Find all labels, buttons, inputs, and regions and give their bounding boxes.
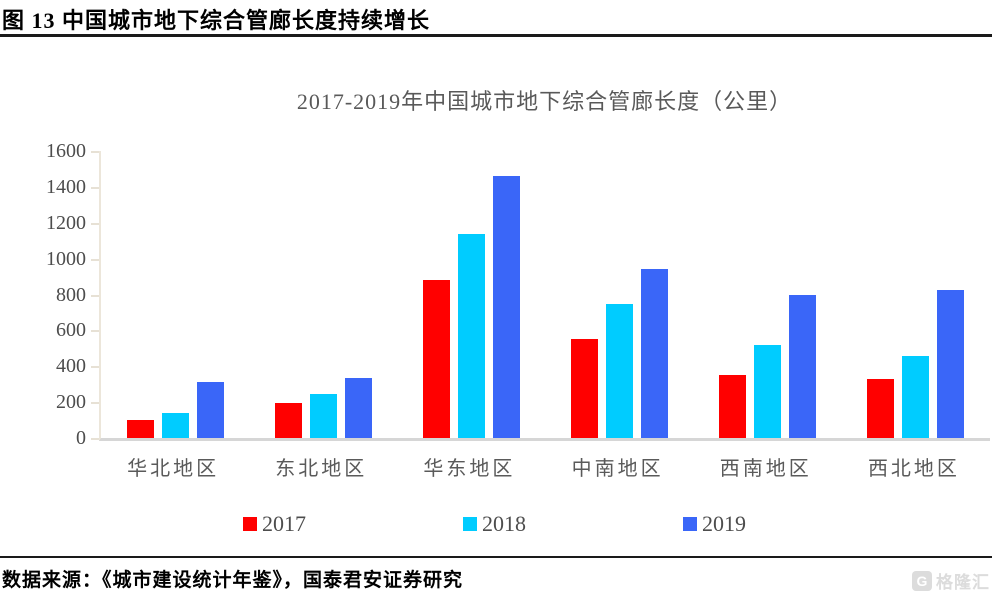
y-axis-label: 400 xyxy=(56,355,86,378)
legend-swatch-2019 xyxy=(683,517,697,531)
bar-2018-中南地区 xyxy=(606,304,634,438)
legend-item-2017: 2017 xyxy=(243,511,463,537)
bar-2018-西南地区 xyxy=(754,344,782,438)
bar-group-华东地区 xyxy=(397,151,545,438)
legend-item-2019: 2019 xyxy=(683,511,903,537)
bar-2019-东北地区 xyxy=(344,377,372,438)
chart-title: 2017-2019年中国城市地下综合管廊长度（公里） xyxy=(296,89,793,114)
bar-2018-华东地区 xyxy=(457,233,485,438)
x-axis-label-西北地区: 西北地区 xyxy=(867,458,960,480)
x-axis-label-西南地区: 西南地区 xyxy=(719,458,812,480)
x-axis-label-华东地区: 华东地区 xyxy=(423,458,516,480)
x-axis-labels: 华北地区 东北地区 华东地区 中南地区 西南地区 西北地区 xyxy=(99,452,988,481)
bar-2017-西南地区 xyxy=(719,375,747,438)
y-axis-tick xyxy=(91,186,99,189)
legend-swatch-2018 xyxy=(463,517,477,531)
source-text: 数据来源：《城市建设统计年鉴》，国泰君安证券研究 xyxy=(2,570,464,591)
legend-label-2019: 2019 xyxy=(702,511,746,536)
y-axis-tick xyxy=(91,402,99,405)
bar-2018-东北地区 xyxy=(309,394,337,438)
bar-2019-西北地区 xyxy=(937,290,965,438)
bar-2017-中南地区 xyxy=(571,339,599,438)
bar-group-东北地区 xyxy=(249,151,397,438)
y-axis-label: 1600 xyxy=(46,140,86,162)
y-axis-tick xyxy=(91,330,99,333)
legend-item-2018: 2018 xyxy=(463,511,683,537)
plot-area xyxy=(99,151,990,441)
watermark-label: 格隆汇 xyxy=(936,573,990,592)
bar-group-中南地区 xyxy=(546,151,694,438)
bar-2017-西北地区 xyxy=(867,378,895,438)
y-axis-tick xyxy=(91,294,99,297)
y-axis-tick xyxy=(91,222,99,225)
y-axis-tick xyxy=(91,258,99,261)
title-divider xyxy=(0,34,992,37)
bar-2019-华北地区 xyxy=(196,381,224,438)
bar-2019-中南地区 xyxy=(641,269,669,438)
bar-2018-西北地区 xyxy=(902,356,930,438)
y-axis-label: 1200 xyxy=(46,211,86,234)
y-axis-tick xyxy=(91,438,99,440)
bar-2017-东北地区 xyxy=(274,403,302,438)
y-axis-tick xyxy=(91,366,99,369)
bar-2017-华东地区 xyxy=(422,280,450,438)
y-axis-label: 0 xyxy=(76,427,86,449)
bar-2018-华北地区 xyxy=(161,412,189,438)
legend: 2017 2018 2019 xyxy=(243,511,903,537)
y-axis-label: 200 xyxy=(56,391,86,414)
figure-title: 图 13 中国城市地下综合管廊长度持续增长 xyxy=(2,8,431,33)
legend-label-2017: 2017 xyxy=(262,511,306,536)
legend-label-2018: 2018 xyxy=(482,511,526,536)
y-axis-tick xyxy=(91,151,99,153)
bar-group-西南地区 xyxy=(694,151,842,438)
y-axis-label: 800 xyxy=(56,283,86,306)
bar-2019-西南地区 xyxy=(789,294,817,438)
bar-2017-华北地区 xyxy=(126,420,154,438)
bar-group-华北地区 xyxy=(101,151,249,438)
y-axis-label: 600 xyxy=(56,319,86,342)
y-axis-label: 1400 xyxy=(46,175,86,198)
bar-2019-华东地区 xyxy=(492,176,520,438)
source-divider xyxy=(0,556,992,558)
watermark-logo: G 格隆汇 xyxy=(912,568,990,593)
x-axis-label-中南地区: 中南地区 xyxy=(571,458,664,480)
x-axis-label-华北地区: 华北地区 xyxy=(127,458,220,480)
bar-group-西北地区 xyxy=(842,151,990,438)
legend-swatch-2017 xyxy=(243,517,257,531)
gelonghui-logo-icon: G xyxy=(912,570,932,591)
x-axis-label-东北地区: 东北地区 xyxy=(275,458,368,480)
y-axis-label: 1000 xyxy=(46,247,86,270)
